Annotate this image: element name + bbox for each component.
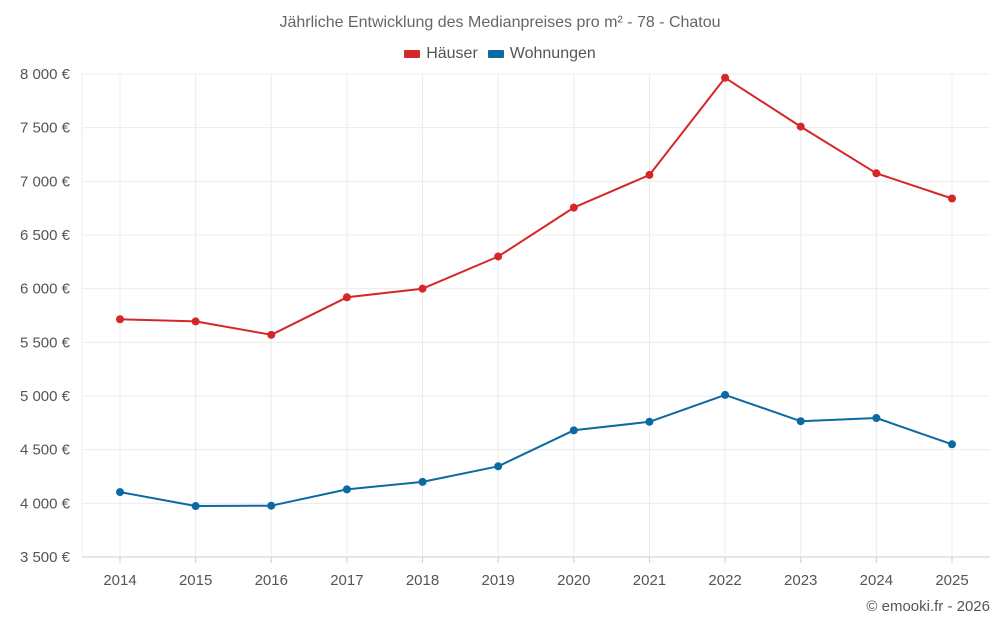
legend-item-haeuser[interactable]: Häuser <box>404 45 478 63</box>
x-tick-label: 2021 <box>633 572 666 589</box>
data-point-wohnungen[interactable] <box>721 390 730 399</box>
x-tick-label: 2020 <box>557 572 590 589</box>
data-point-wohnungen[interactable] <box>645 417 654 426</box>
data-point-haeuser[interactable] <box>796 122 805 131</box>
y-tick-label: 7 500 € <box>20 120 71 137</box>
chart-title: Jährliche Entwicklung des Medianpreises … <box>279 14 721 31</box>
y-tick-label: 4 500 € <box>20 442 71 459</box>
data-point-haeuser[interactable] <box>418 284 427 293</box>
x-tick-label: 2023 <box>784 572 817 589</box>
data-point-wohnungen[interactable] <box>948 440 956 449</box>
data-point-haeuser[interactable] <box>569 203 578 212</box>
legend-item-wohnungen[interactable]: Wohnungen <box>487 45 596 63</box>
legend-swatch-haeuser <box>404 50 421 58</box>
data-point-haeuser[interactable] <box>191 317 200 326</box>
y-tick-label: 3 500 € <box>20 549 71 566</box>
data-point-haeuser[interactable] <box>267 330 276 339</box>
data-point-wohnungen[interactable] <box>342 485 351 494</box>
data-point-haeuser[interactable] <box>645 170 654 179</box>
x-tick-label: 2016 <box>255 572 288 589</box>
y-tick-label: 5 000 € <box>20 388 71 405</box>
x-tick-label: 2025 <box>935 572 968 589</box>
x-tick-label: 2018 <box>406 572 439 589</box>
data-point-haeuser[interactable] <box>494 252 503 261</box>
y-tick-label: 8 000 € <box>20 66 71 83</box>
y-tick-label: 4 000 € <box>20 495 71 512</box>
series-line-wohnungen <box>119 393 953 507</box>
x-tick-label: 2024 <box>860 572 893 589</box>
series-line-haeuser <box>119 76 953 336</box>
legend-swatch-wohnungen <box>487 50 504 58</box>
data-point-wohnungen[interactable] <box>569 426 578 435</box>
chart-legend: Häuser Wohnungen <box>0 45 1000 63</box>
data-point-wohnungen[interactable] <box>267 501 276 510</box>
y-tick-label: 6 500 € <box>20 227 71 244</box>
x-tick-label: 2014 <box>103 572 136 589</box>
data-point-haeuser[interactable] <box>342 293 351 302</box>
data-point-wohnungen[interactable] <box>418 477 427 486</box>
y-tick-label: 7 000 € <box>20 173 71 190</box>
x-tick-label: 2015 <box>179 572 212 589</box>
data-point-haeuser[interactable] <box>721 73 730 82</box>
data-point-haeuser[interactable] <box>872 169 881 178</box>
x-tick-label: 2022 <box>708 572 741 589</box>
data-point-haeuser[interactable] <box>948 194 956 203</box>
legend-label-haeuser: Häuser <box>426 45 478 62</box>
data-point-wohnungen[interactable] <box>494 462 503 471</box>
data-point-haeuser[interactable] <box>116 315 124 324</box>
data-point-wohnungen[interactable] <box>116 488 124 497</box>
legend-label-wohnungen: Wohnungen <box>509 45 596 62</box>
x-tick-label: 2019 <box>481 572 514 589</box>
y-tick-label: 5 500 € <box>20 334 71 351</box>
x-tick-label: 2017 <box>330 572 363 589</box>
data-point-wohnungen[interactable] <box>796 417 805 426</box>
data-point-wohnungen[interactable] <box>872 414 881 423</box>
data-point-wohnungen[interactable] <box>191 502 200 511</box>
copyright-text: © emooki.fr - 2026 <box>866 598 990 615</box>
y-tick-label: 6 000 € <box>20 281 71 298</box>
